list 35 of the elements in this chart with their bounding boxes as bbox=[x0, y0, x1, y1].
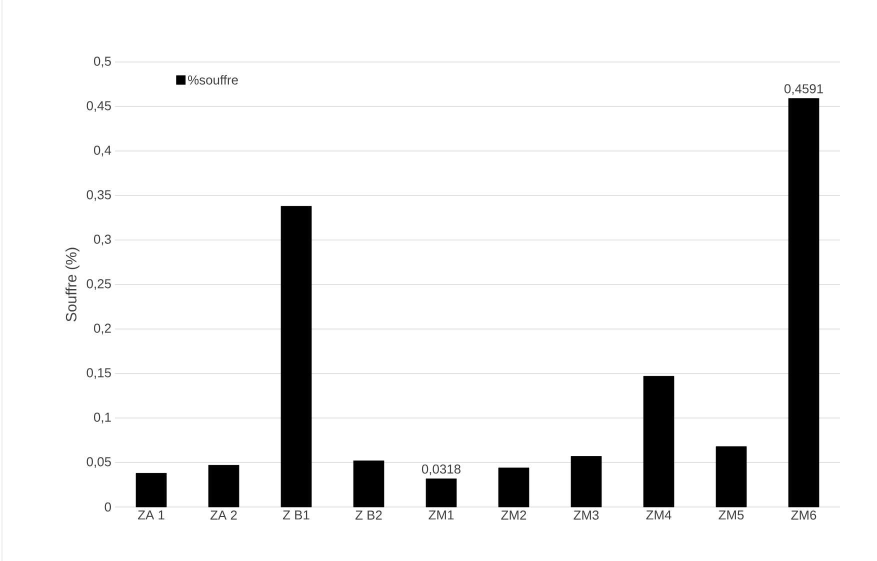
bar bbox=[426, 478, 457, 508]
x-tick-label: ZM2 bbox=[501, 510, 526, 520]
bar bbox=[643, 376, 674, 508]
y-tick-label: 0,2 bbox=[94, 324, 111, 334]
y-tick-label: 0,1 bbox=[94, 412, 111, 424]
x-tick-label: ZA 2 bbox=[210, 510, 237, 520]
y-tick-label: 0,3 bbox=[94, 234, 111, 246]
x-tick-label: ZM3 bbox=[574, 510, 599, 520]
x-tick-label: ZM5 bbox=[718, 510, 744, 520]
bar bbox=[280, 206, 312, 508]
y-tick-label: 0,25 bbox=[86, 279, 111, 290]
bar bbox=[570, 456, 602, 508]
y-tick-label: 0 bbox=[104, 502, 111, 512]
x-tick-label: Z B1 bbox=[282, 510, 310, 520]
bar bbox=[498, 468, 530, 508]
y-tick-label: 0,45 bbox=[86, 101, 111, 112]
bar bbox=[136, 472, 167, 508]
bar bbox=[353, 460, 384, 508]
y-tick-label: 0,35 bbox=[86, 190, 111, 201]
x-tick-label: ZM6 bbox=[791, 510, 816, 520]
x-tick-label: ZM1 bbox=[428, 510, 454, 520]
y-tick-label: 0,4 bbox=[94, 146, 112, 156]
y-tick-label: 0,5 bbox=[94, 56, 111, 68]
y-axis-title: Souffre (%) bbox=[66, 248, 80, 322]
data-label: 0,4591 bbox=[784, 84, 823, 95]
x-tick-label: ZA 1 bbox=[138, 510, 164, 520]
y-tick-label: 0,05 bbox=[86, 457, 111, 468]
x-tick-label: Z B2 bbox=[355, 510, 382, 520]
bar bbox=[716, 446, 747, 508]
y-tick-label: 0,15 bbox=[86, 368, 111, 379]
x-tick-label: ZM4 bbox=[646, 510, 672, 520]
legend-label: %souffre bbox=[188, 75, 238, 85]
data-label: 0,0318 bbox=[422, 464, 460, 476]
bar bbox=[208, 464, 240, 508]
bar bbox=[788, 98, 820, 508]
